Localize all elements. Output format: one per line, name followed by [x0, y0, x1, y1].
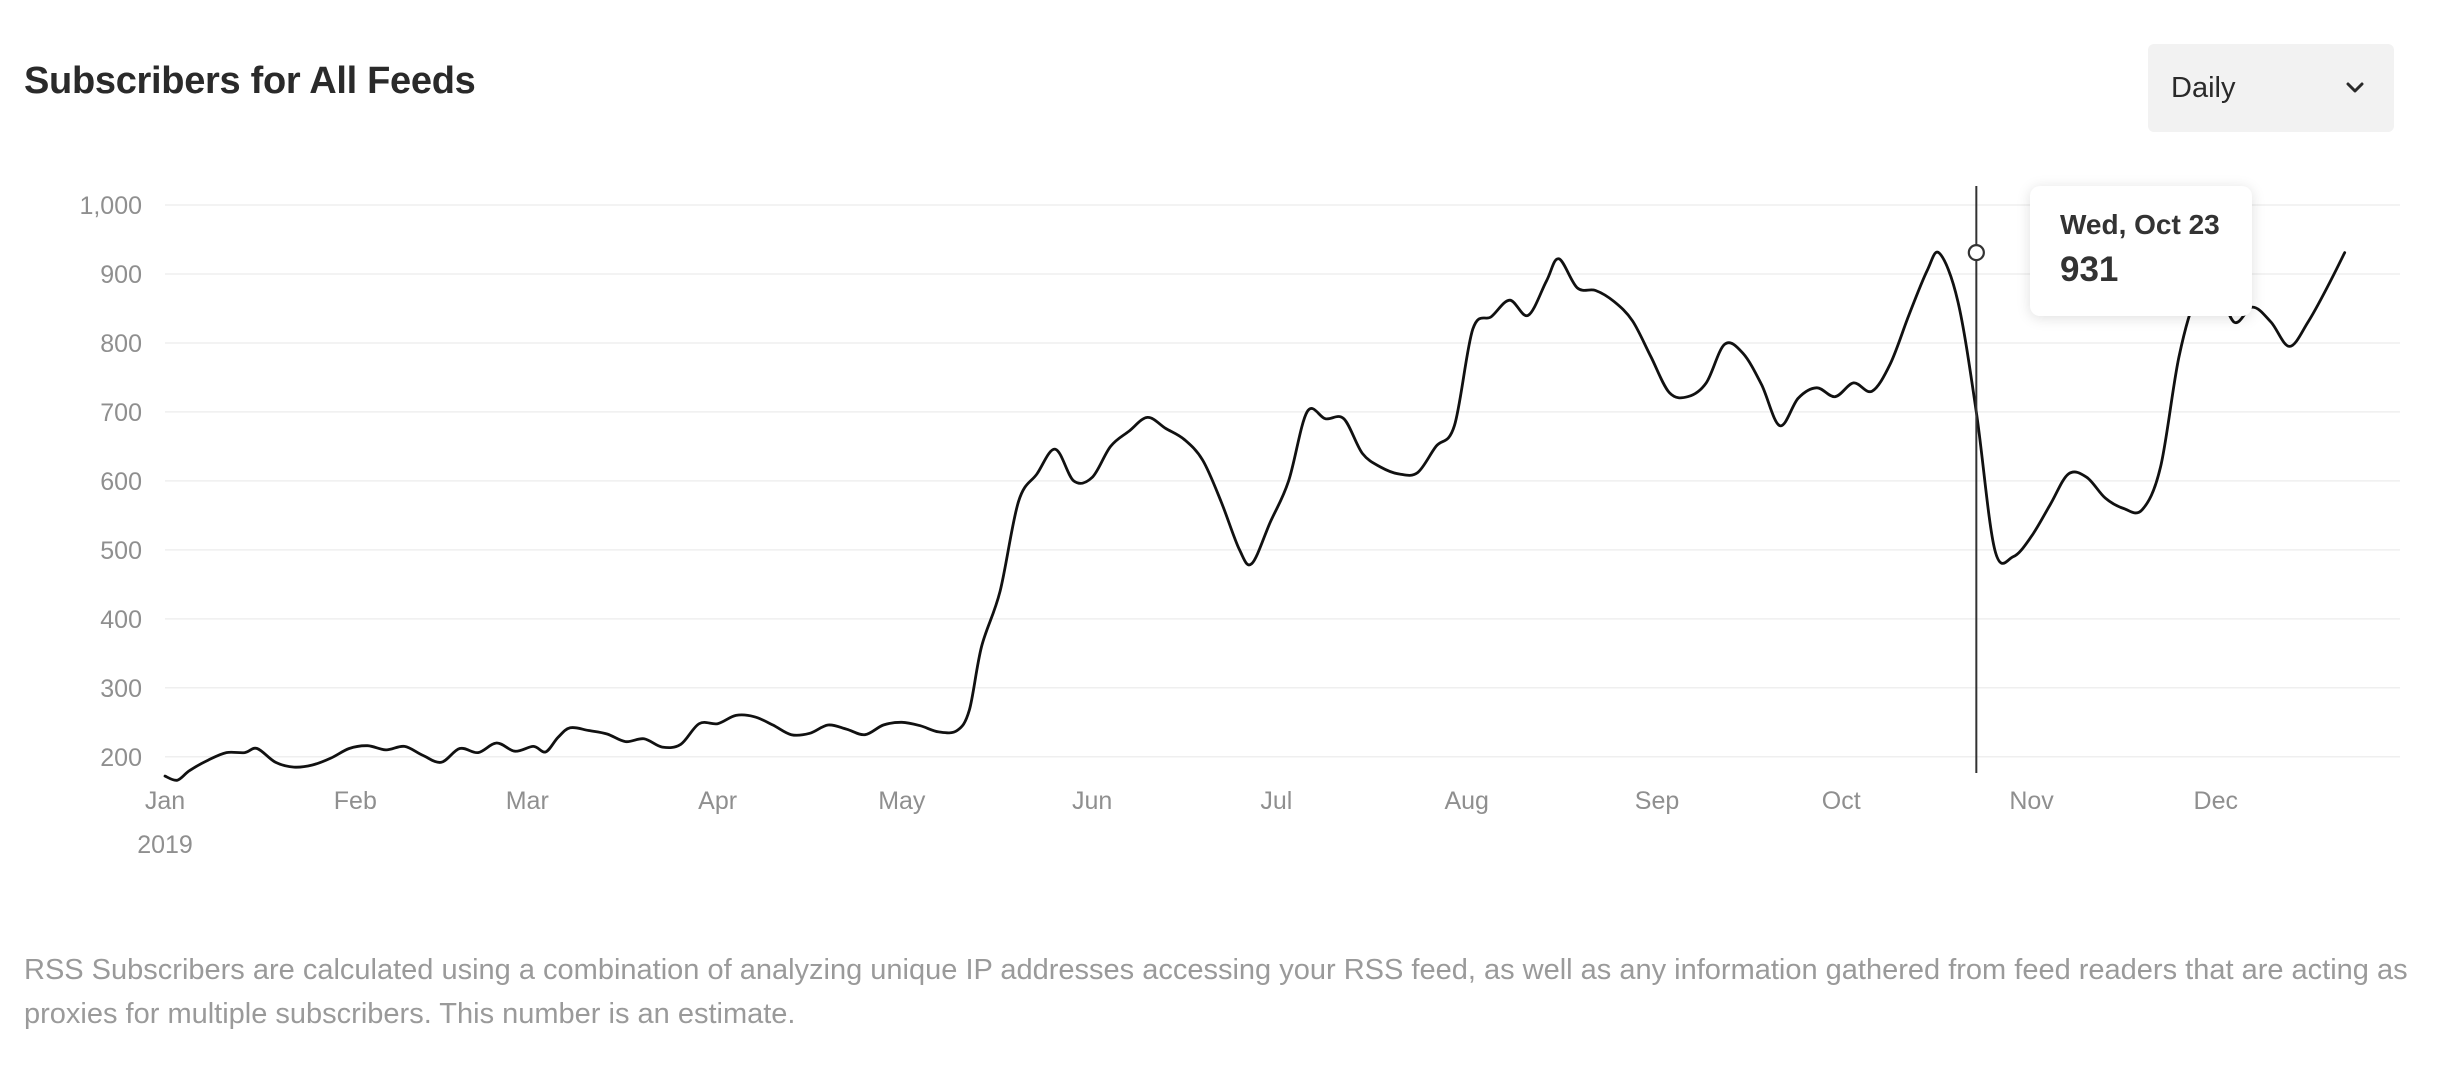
x-tick-label: Sep [1635, 787, 1679, 815]
hover-point-marker [1967, 243, 1985, 262]
tooltip-value: 931 [2060, 249, 2119, 289]
chart-tooltip: Wed, Oct 23 931 [2030, 186, 2252, 316]
y-tick-label: 300 [100, 675, 142, 703]
x-tick-label: Aug [1444, 787, 1488, 815]
y-tick-label: 400 [100, 606, 142, 634]
y-tick-label: 700 [100, 399, 142, 427]
x-tick-label: Jul [1260, 787, 1292, 815]
tooltip-date: Wed, Oct 23 [2060, 209, 2220, 240]
chart-footnote: RSS Subscribers are calculated using a c… [24, 954, 2408, 1030]
x-tick-label: Jan [145, 787, 185, 815]
x-tick-label: Nov [2009, 787, 2054, 815]
y-tick-label: 600 [100, 468, 142, 496]
x-tick-label: Apr [698, 787, 737, 815]
y-tick-label: 500 [100, 537, 142, 565]
x-axis-year-label: 2019 [137, 831, 193, 859]
period-select[interactable]: Daily [2148, 44, 2394, 132]
y-tick-label: 1,000 [79, 192, 142, 220]
y-tick-label: 200 [100, 744, 142, 772]
page-title: Subscribers for All Feeds [24, 60, 476, 102]
chevron-down-icon [2346, 82, 2364, 94]
x-tick-label: Dec [2194, 787, 2238, 815]
chart-gridlines [165, 204, 2400, 758]
x-tick-label: Mar [506, 787, 549, 815]
x-tick-label: Oct [1822, 787, 1861, 815]
y-tick-label: 800 [100, 330, 142, 358]
series-line [163, 250, 2347, 782]
period-select-value: Daily [2171, 71, 2236, 104]
x-axis-ticks: Jan Feb Mar Apr May Jun Jul Aug Sep Oct Nov Dec [145, 787, 2238, 815]
y-tick-label: 900 [100, 261, 142, 289]
x-tick-label: Jun [1072, 787, 1112, 815]
y-axis-ticks: 200 300 400 500 600 700 800 900 1,000 [79, 192, 142, 772]
x-tick-label: Feb [334, 787, 377, 815]
subscribers-line-chart[interactable]: 200 300 400 500 600 700 800 900 1,000 Jan Feb Mar A… [0, 160, 2462, 900]
x-tick-label: May [878, 787, 926, 815]
